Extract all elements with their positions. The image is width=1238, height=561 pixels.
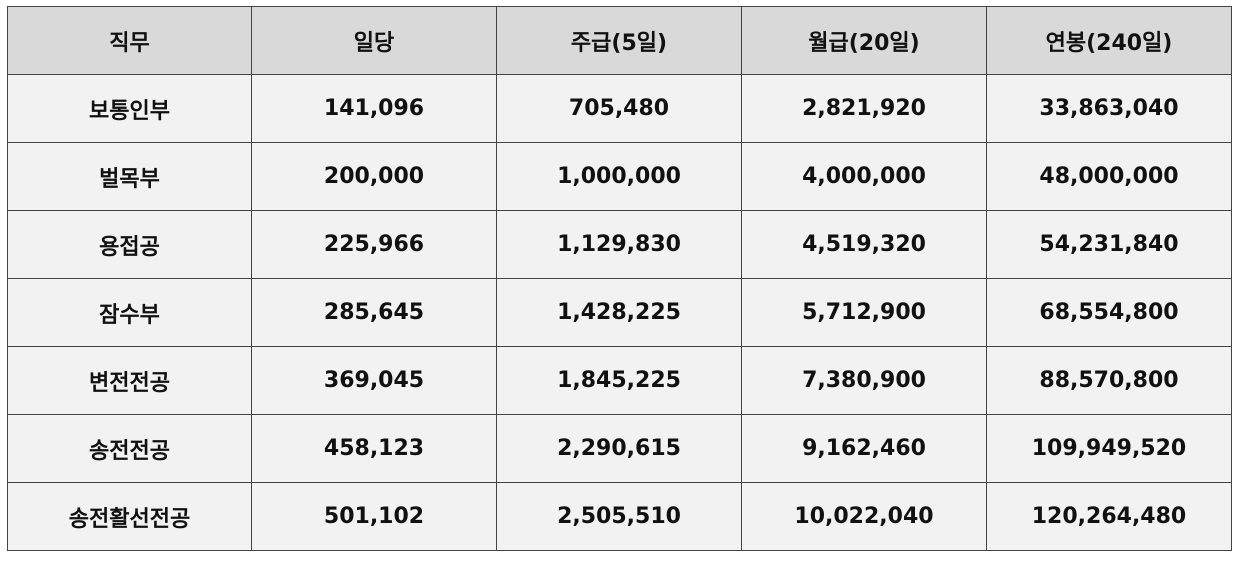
cell-monthly: 10,022,040 (741, 482, 987, 551)
cell-annual: 109,949,520 (986, 414, 1232, 483)
cell-annual: 48,000,000 (986, 142, 1232, 211)
header-daily: 일당 (251, 6, 497, 75)
cell-monthly: 4,519,320 (741, 210, 987, 279)
cell-job: 잠수부 (7, 278, 252, 347)
cell-daily: 225,966 (251, 210, 497, 279)
cell-weekly: 1,428,225 (496, 278, 742, 347)
wage-table: 직무 일당 주급(5일) 월급(20일) 연봉(240일) 보통인부 141,0… (7, 6, 1232, 551)
cell-daily: 458,123 (251, 414, 497, 483)
cell-monthly: 9,162,460 (741, 414, 987, 483)
cell-job: 송전전공 (7, 414, 252, 483)
cell-weekly: 1,000,000 (496, 142, 742, 211)
table-row: 용접공 225,966 1,129,830 4,519,320 54,231,8… (7, 210, 1232, 279)
cell-job: 보통인부 (7, 74, 252, 143)
cell-daily: 285,645 (251, 278, 497, 347)
cell-daily: 200,000 (251, 142, 497, 211)
cell-annual: 88,570,800 (986, 346, 1232, 415)
cell-annual: 68,554,800 (986, 278, 1232, 347)
table-row: 송전활선전공 501,102 2,505,510 10,022,040 120,… (7, 482, 1232, 551)
cell-job: 벌목부 (7, 142, 252, 211)
table-row: 송전전공 458,123 2,290,615 9,162,460 109,949… (7, 414, 1232, 483)
cell-monthly: 7,380,900 (741, 346, 987, 415)
cell-weekly: 2,290,615 (496, 414, 742, 483)
cell-weekly: 1,129,830 (496, 210, 742, 279)
cell-job: 송전활선전공 (7, 482, 252, 551)
cell-weekly: 1,845,225 (496, 346, 742, 415)
cell-weekly: 705,480 (496, 74, 742, 143)
header-job: 직무 (7, 6, 252, 75)
header-row: 직무 일당 주급(5일) 월급(20일) 연봉(240일) (7, 6, 1232, 75)
cell-annual: 120,264,480 (986, 482, 1232, 551)
cell-daily: 369,045 (251, 346, 497, 415)
table-row: 벌목부 200,000 1,000,000 4,000,000 48,000,0… (7, 142, 1232, 211)
cell-monthly: 5,712,900 (741, 278, 987, 347)
cell-job: 용접공 (7, 210, 252, 279)
cell-daily: 501,102 (251, 482, 497, 551)
header-weekly: 주급(5일) (496, 6, 742, 75)
table-row: 변전전공 369,045 1,845,225 7,380,900 88,570,… (7, 346, 1232, 415)
header-monthly: 월급(20일) (741, 6, 987, 75)
table-row: 보통인부 141,096 705,480 2,821,920 33,863,04… (7, 74, 1232, 143)
header-annual: 연봉(240일) (986, 6, 1232, 75)
cell-job: 변전전공 (7, 346, 252, 415)
cell-monthly: 2,821,920 (741, 74, 987, 143)
cell-annual: 33,863,040 (986, 74, 1232, 143)
cell-daily: 141,096 (251, 74, 497, 143)
cell-weekly: 2,505,510 (496, 482, 742, 551)
table-row: 잠수부 285,645 1,428,225 5,712,900 68,554,8… (7, 278, 1232, 347)
cell-annual: 54,231,840 (986, 210, 1232, 279)
cell-monthly: 4,000,000 (741, 142, 987, 211)
